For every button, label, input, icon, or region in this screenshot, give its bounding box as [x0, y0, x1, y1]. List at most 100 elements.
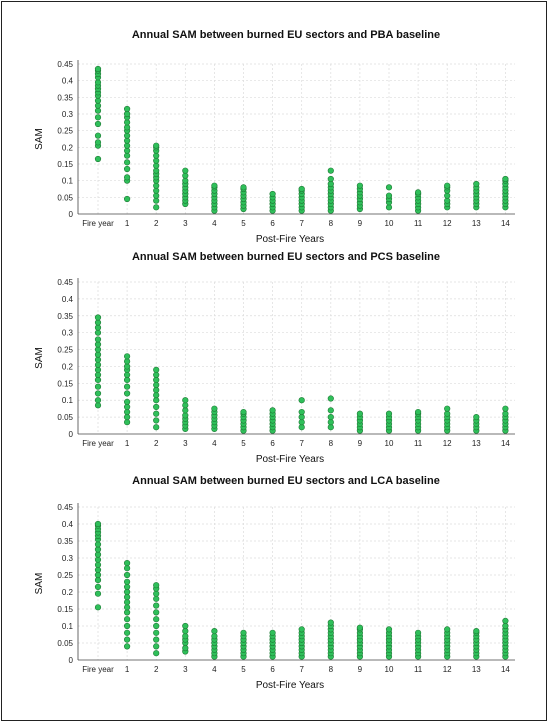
data-point [94, 561, 102, 568]
data-point [123, 593, 131, 601]
data-point [473, 414, 480, 421]
data-point [123, 616, 131, 623]
y-tick-label: 0.2 [62, 143, 74, 152]
data-point [182, 397, 189, 404]
data-point [123, 565, 131, 572]
data-point [94, 155, 102, 163]
y-tick-label: 0.45 [57, 503, 73, 512]
data-point [123, 578, 131, 585]
x-axis-label: Post-Fire Years [256, 454, 324, 465]
data-point [415, 408, 422, 416]
y-tick-label: 0.1 [62, 177, 74, 186]
y-tick-label: 0 [69, 656, 74, 665]
data-point [327, 424, 334, 431]
y-tick-label: 0.2 [62, 588, 74, 597]
data-point [153, 629, 160, 636]
data-point [94, 114, 102, 121]
data-point [123, 609, 131, 616]
data-point [153, 386, 160, 394]
x-tick-label: 14 [501, 439, 510, 448]
x-tick-label: 2 [154, 219, 159, 228]
y-tick-label: 0.4 [62, 77, 74, 86]
y-tick-label: 0.15 [57, 605, 73, 614]
data-point [356, 182, 364, 189]
data-point [473, 627, 480, 635]
x-tick-label: 9 [358, 219, 363, 228]
data-point [94, 336, 102, 343]
x-tick-label: Fire year [82, 665, 114, 674]
x-tick-label: 5 [241, 439, 246, 448]
y-tick-label: 0.4 [62, 295, 74, 304]
x-tick-label: 10 [385, 439, 394, 448]
data-point [123, 371, 131, 378]
y-tick-label: 0.3 [62, 329, 74, 338]
x-tick-label: 4 [212, 665, 217, 674]
data-point [94, 556, 102, 563]
data-point [123, 165, 131, 173]
data-point [211, 182, 218, 189]
data-point [153, 376, 160, 384]
data-point [327, 175, 334, 183]
data-point [94, 541, 102, 548]
data-point [182, 644, 189, 652]
data-point [123, 583, 131, 591]
data-point [94, 366, 102, 373]
y-tick-label: 0 [69, 430, 74, 439]
data-point [94, 132, 102, 139]
y-tick-label: 0.1 [62, 396, 74, 405]
data-point [94, 546, 102, 553]
data-point [298, 185, 305, 193]
data-point [123, 419, 131, 426]
data-point [123, 358, 131, 365]
data-point [94, 319, 102, 326]
data-point [153, 636, 160, 643]
data-point [211, 405, 218, 412]
x-tick-label: 3 [183, 665, 188, 674]
data-point [94, 371, 102, 378]
data-point [123, 390, 131, 397]
x-tick-label: 12 [443, 665, 452, 674]
x-axis-label: Post-Fire Years [256, 234, 324, 245]
y-tick-label: 0.05 [57, 193, 73, 202]
x-tick-label: 6 [270, 665, 275, 674]
x-tick-label: 9 [358, 439, 363, 448]
data-point [94, 351, 102, 358]
x-tick-label: 3 [183, 219, 188, 228]
data-point [182, 622, 189, 630]
x-tick-label: 10 [385, 665, 394, 674]
data-point [415, 629, 422, 636]
x-tick-label: 13 [472, 219, 481, 228]
data-point [123, 363, 131, 370]
x-tick-label: 11 [414, 665, 423, 674]
data-point [385, 192, 393, 199]
data-point [502, 617, 509, 625]
x-tick-label: 7 [299, 439, 304, 448]
data-point [123, 105, 131, 113]
data-point [444, 405, 451, 412]
data-point [502, 405, 509, 412]
data-point [123, 403, 131, 411]
data-point [123, 376, 131, 384]
chart-title-3: Annual SAM between burned EU sectors and… [132, 475, 440, 487]
x-tick-label: 8 [329, 665, 334, 674]
y-tick-label: 0.15 [57, 160, 73, 169]
data-point [94, 324, 102, 331]
data-point [94, 329, 102, 336]
x-tick-label: 14 [501, 219, 510, 228]
data-point [153, 366, 160, 373]
y-tick-label: 0.25 [57, 571, 73, 580]
data-point [153, 371, 160, 378]
data-point [94, 397, 102, 404]
data-point [123, 414, 131, 421]
data-point [182, 633, 189, 640]
data-point [153, 417, 160, 424]
data-point [385, 184, 393, 191]
y-tick-label: 0.25 [57, 346, 73, 355]
data-point [327, 167, 334, 174]
y-tick-label: 0.05 [57, 413, 73, 422]
x-tick-label: 11 [414, 219, 423, 228]
x-tick-label: 6 [270, 219, 275, 228]
data-point [153, 622, 160, 630]
data-point [153, 403, 160, 411]
data-point [211, 627, 218, 635]
